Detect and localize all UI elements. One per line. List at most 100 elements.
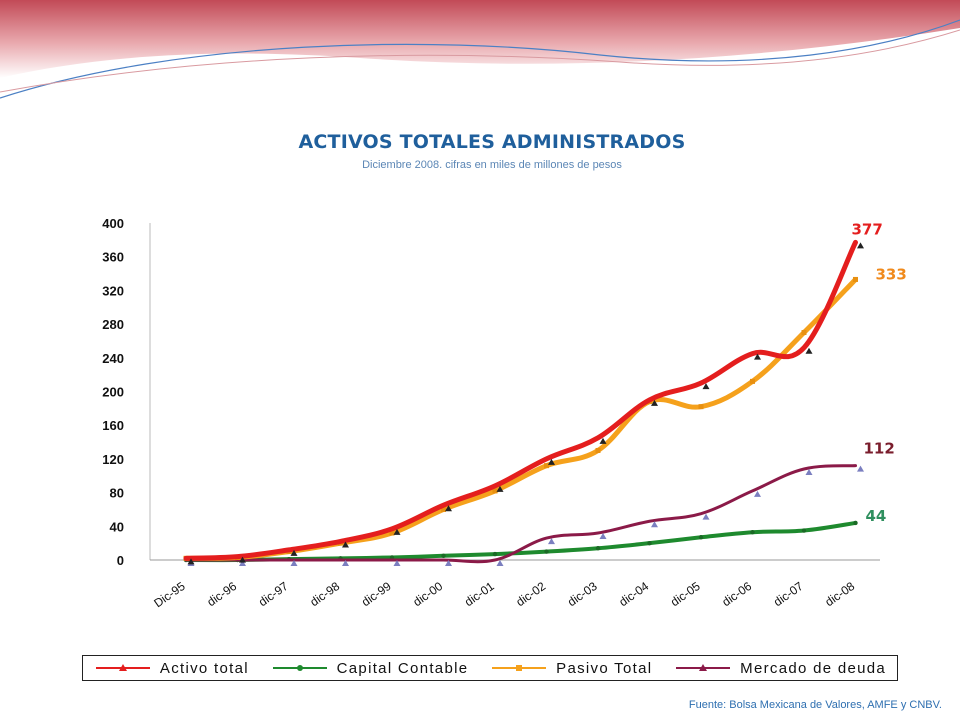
series-capital-contable [183,520,858,563]
x-tick-label: dic-97 [256,579,291,609]
y-tick-label: 80 [110,486,124,501]
data-point [342,541,349,548]
data-point [496,560,504,566]
data-point [750,378,755,384]
data-point [187,558,195,565]
data-point [492,488,498,494]
legend-label: Mercado de deuda [740,659,887,677]
series-line [183,239,858,561]
data-point [595,447,601,453]
legend: Activo total Capital Contable Pasivo Total… [82,655,898,681]
legend-swatch [676,664,731,671]
y-tick-label: 40 [110,519,124,534]
data-point [389,530,395,536]
x-tick-label: dic-98 [307,579,342,609]
legend-label: Activo total [159,659,249,677]
y-tick-label: 240 [102,351,124,366]
legend-item: Pasivo Total [490,660,652,677]
data-point [544,463,549,469]
legend-item: Activo total [94,660,249,677]
y-tick-label: 160 [102,418,124,433]
x-tick-label: dic-99 [359,579,394,609]
data-point [445,560,452,566]
data-point [342,560,349,566]
data-point [599,437,607,444]
end-value-label: 377 [852,220,883,238]
y-tick-label: 120 [102,452,124,467]
x-tick-label: dic-02 [513,579,548,609]
data-point [801,528,807,533]
x-tick-label: dic-04 [616,579,651,609]
data-point [441,506,446,512]
data-point [393,560,401,566]
data-point [290,549,298,556]
data-point [492,551,498,557]
legend-swatch [492,665,547,671]
chart-axes: 0 40 80 120 160 200 240 280 320 360 400 Dic-95 dic-9… [102,216,880,610]
y-tick-label: 400 [102,216,124,231]
legend-swatch [95,664,150,671]
data-point [548,538,555,545]
legend-swatch [272,665,327,671]
x-tick-label: dic-01 [462,579,497,609]
legend-label: Capital Contable [336,659,469,677]
series-line [183,276,858,561]
x-tick-label: dic-03 [565,579,600,609]
data-point [801,330,807,336]
data-point [393,528,401,535]
data-point [702,513,710,520]
data-point [290,560,298,566]
y-tick-label: 200 [102,385,124,400]
y-tick-label: 360 [102,250,124,265]
data-point [750,529,755,535]
x-tick-label: dic-06 [719,579,754,609]
series-layer [183,239,864,566]
data-point [805,347,813,354]
x-tick-label: dic-96 [204,579,239,609]
series-activo-total [183,239,864,565]
header-decoration [0,0,960,99]
x-tick-label: dic-05 [668,579,703,609]
data-point [445,505,452,512]
data-point [595,546,601,551]
legend-label: Pasivo Total [556,659,653,677]
data-point [698,535,704,540]
data-point [548,458,555,465]
data-point [599,533,607,540]
data-point [441,553,446,558]
data-point [702,383,710,390]
data-point [805,469,813,476]
data-point [239,556,246,563]
y-tick-label: 280 [102,317,124,332]
data-point [853,276,858,282]
data-point [651,399,658,406]
x-tick-label: dic-07 [771,579,806,609]
data-point [496,485,504,492]
series-mercado-de-deuda [184,464,864,566]
data-point [647,540,652,546]
legend-item: Capital Contable [271,660,469,677]
end-value-label: 112 [864,440,895,458]
legend-item: Mercado de deuda [674,660,886,677]
data-point [754,353,761,360]
y-tick-label: 320 [102,283,124,298]
data-point [853,520,858,526]
chart-subtitle: Diciembre 2008. cifras en miles de millo… [362,159,622,171]
data-point [857,242,864,249]
source-note: Fuente: Bolsa Mexicana de Valores, AMFE … [688,699,942,711]
series-pasivo-total [183,276,858,561]
line-chart: 0 40 80 120 160 200 240 280 320 360 400 Dic-95 dic-9… [102,216,907,610]
data-point [754,490,761,497]
end-labels-layer: 377 333 112 44 [852,220,907,525]
x-tick-label: Dic-95 [151,579,188,611]
end-value-label: 44 [866,507,887,525]
chart-title: ACTIVOS TOTALES ADMINISTRADOS [298,131,686,153]
series-line [184,464,857,564]
data-point [239,560,246,566]
data-point [544,549,549,554]
data-point [651,521,658,528]
x-tick-label: dic-00 [410,579,445,609]
series-line [184,520,858,563]
y-tick-label: 0 [117,553,124,568]
data-point [857,465,864,472]
